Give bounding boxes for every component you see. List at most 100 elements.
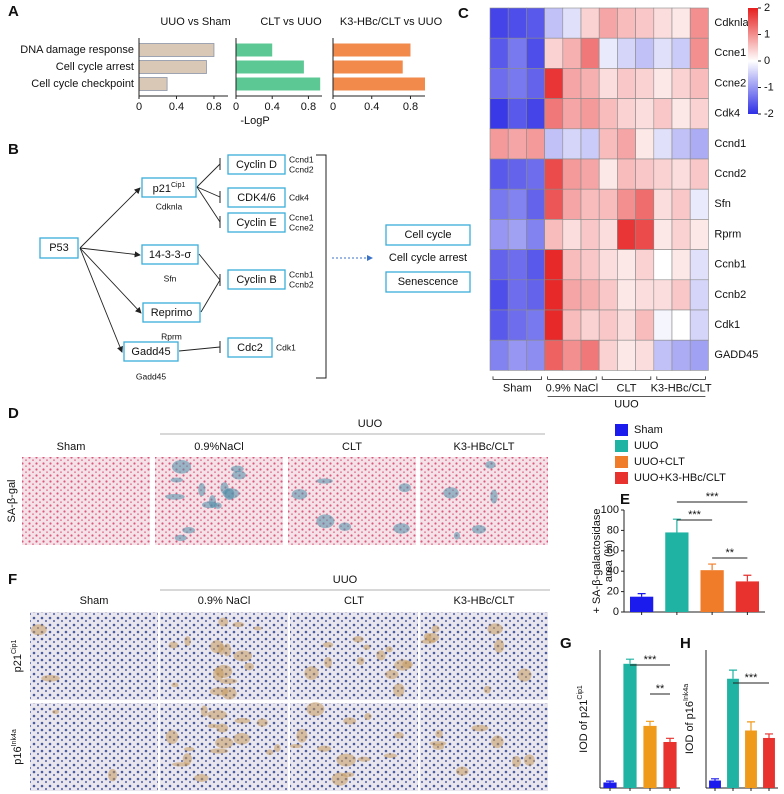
colorbar-label: 1 xyxy=(764,28,770,40)
inhibition-line xyxy=(198,253,221,281)
histology-image xyxy=(420,612,548,700)
error-bar xyxy=(747,721,755,731)
heatmap-cell xyxy=(526,158,545,190)
stain-region xyxy=(232,470,246,480)
heatmap-cell xyxy=(617,98,636,130)
heatmap-cell xyxy=(562,158,582,190)
node-label: Reprimo xyxy=(151,307,193,319)
node-box xyxy=(141,244,199,265)
gene-label: Sfn xyxy=(164,273,177,283)
chart-title: K3-HBc/CLT vs UUO xyxy=(340,16,443,28)
group-label: 0.9% NaCl xyxy=(546,382,599,394)
node-label: Cyclin D xyxy=(236,159,277,171)
stain-region xyxy=(517,668,532,682)
group-label: Sham xyxy=(57,441,86,453)
gene-label: Ccnb2 xyxy=(289,279,314,289)
row-label: SA-β-gal xyxy=(6,479,18,522)
y-tick-label: 40 xyxy=(607,565,619,577)
heatmap-cell xyxy=(635,309,655,341)
stain-region xyxy=(429,741,447,746)
heatmap-cell xyxy=(544,37,564,69)
significance-label: *** xyxy=(644,654,658,666)
group-label: K3-HBc/CLT xyxy=(454,595,515,607)
group-label: K3-HBc/CLT xyxy=(651,382,712,394)
heatmap-cell xyxy=(489,37,509,69)
heatmap-cell xyxy=(671,98,691,130)
x-tick-label: 0 xyxy=(233,101,239,113)
heatmap-cell xyxy=(526,68,545,99)
panel-letter: H xyxy=(680,635,691,652)
heatmap-cell xyxy=(671,188,691,220)
stain-region xyxy=(253,626,262,631)
bar xyxy=(138,60,207,74)
group-bracket xyxy=(547,376,597,380)
y-axis-label: + SA-β-galactosidase xyxy=(591,508,603,613)
heatmap-cell xyxy=(489,98,509,130)
bar xyxy=(138,43,215,57)
stain-region xyxy=(343,717,357,725)
heatmap-cell xyxy=(653,98,673,130)
heatmap-cell xyxy=(544,279,564,311)
heatmap-cell xyxy=(562,188,582,220)
node-box xyxy=(227,269,286,290)
stain-region xyxy=(383,753,398,758)
heatmap-cell xyxy=(689,188,709,220)
heatmap-cell xyxy=(489,219,509,250)
stain-region xyxy=(209,748,229,754)
heatmap-cell xyxy=(507,188,527,220)
x-tick-label: 0 xyxy=(330,101,336,113)
row-label: Cdk1 xyxy=(714,319,740,331)
inhibition-line xyxy=(196,186,221,223)
heatmap-cell xyxy=(653,128,673,160)
x-tick-label: 0 xyxy=(136,101,142,113)
stain-region xyxy=(336,753,356,767)
heatmap-cell xyxy=(635,219,655,250)
x-tick-label: 0.8 xyxy=(403,101,418,113)
stain-region xyxy=(471,524,487,534)
row-label: Sfn xyxy=(714,198,731,210)
stain-region xyxy=(291,489,308,500)
group-label: Sham xyxy=(80,595,109,607)
stain-region xyxy=(200,705,208,717)
heatmap-cell xyxy=(544,339,564,371)
row-label: Ccne2 xyxy=(714,77,746,89)
heatmap-cell xyxy=(598,219,618,250)
heatmap-cell xyxy=(617,339,636,371)
heatmap-cell xyxy=(580,339,600,371)
stain-region xyxy=(426,632,440,643)
node-box xyxy=(123,341,179,362)
stain-region xyxy=(296,728,308,743)
supergroup-label: UUO xyxy=(358,418,383,430)
stain-region xyxy=(352,636,364,643)
heatmap-cell xyxy=(635,7,655,39)
gene-label: Ccnd2 xyxy=(289,164,314,174)
activation-arrow xyxy=(79,187,141,249)
stain-region xyxy=(317,745,332,752)
heatmap-cell xyxy=(689,128,709,160)
stain-region xyxy=(398,483,411,493)
bar xyxy=(603,782,617,788)
heatmap-cell xyxy=(526,98,545,130)
stain-region xyxy=(168,641,179,649)
heatmap-cell xyxy=(617,158,636,190)
heatmap-cell xyxy=(507,309,527,341)
gene-label: Ccne1 xyxy=(289,212,314,222)
supergroup-label: UUO xyxy=(333,574,358,586)
node-box xyxy=(142,302,201,323)
group-label: 0.9% NaCl xyxy=(198,595,251,607)
bar xyxy=(663,742,677,788)
stain-region xyxy=(356,657,365,666)
stain-region xyxy=(170,477,183,483)
error-bar xyxy=(606,780,614,783)
panel-letter: E xyxy=(620,491,630,508)
stain-region xyxy=(207,723,219,729)
histology-image xyxy=(22,457,150,545)
stain-region xyxy=(394,731,404,739)
chart-title: UUO vs Sham xyxy=(160,16,230,28)
stain-region xyxy=(244,662,255,671)
heatmap-cell xyxy=(653,339,673,371)
row-label: Rprm xyxy=(714,228,741,240)
stain-region xyxy=(171,682,179,688)
stain-region xyxy=(182,527,195,534)
heatmap-cell xyxy=(635,249,655,281)
